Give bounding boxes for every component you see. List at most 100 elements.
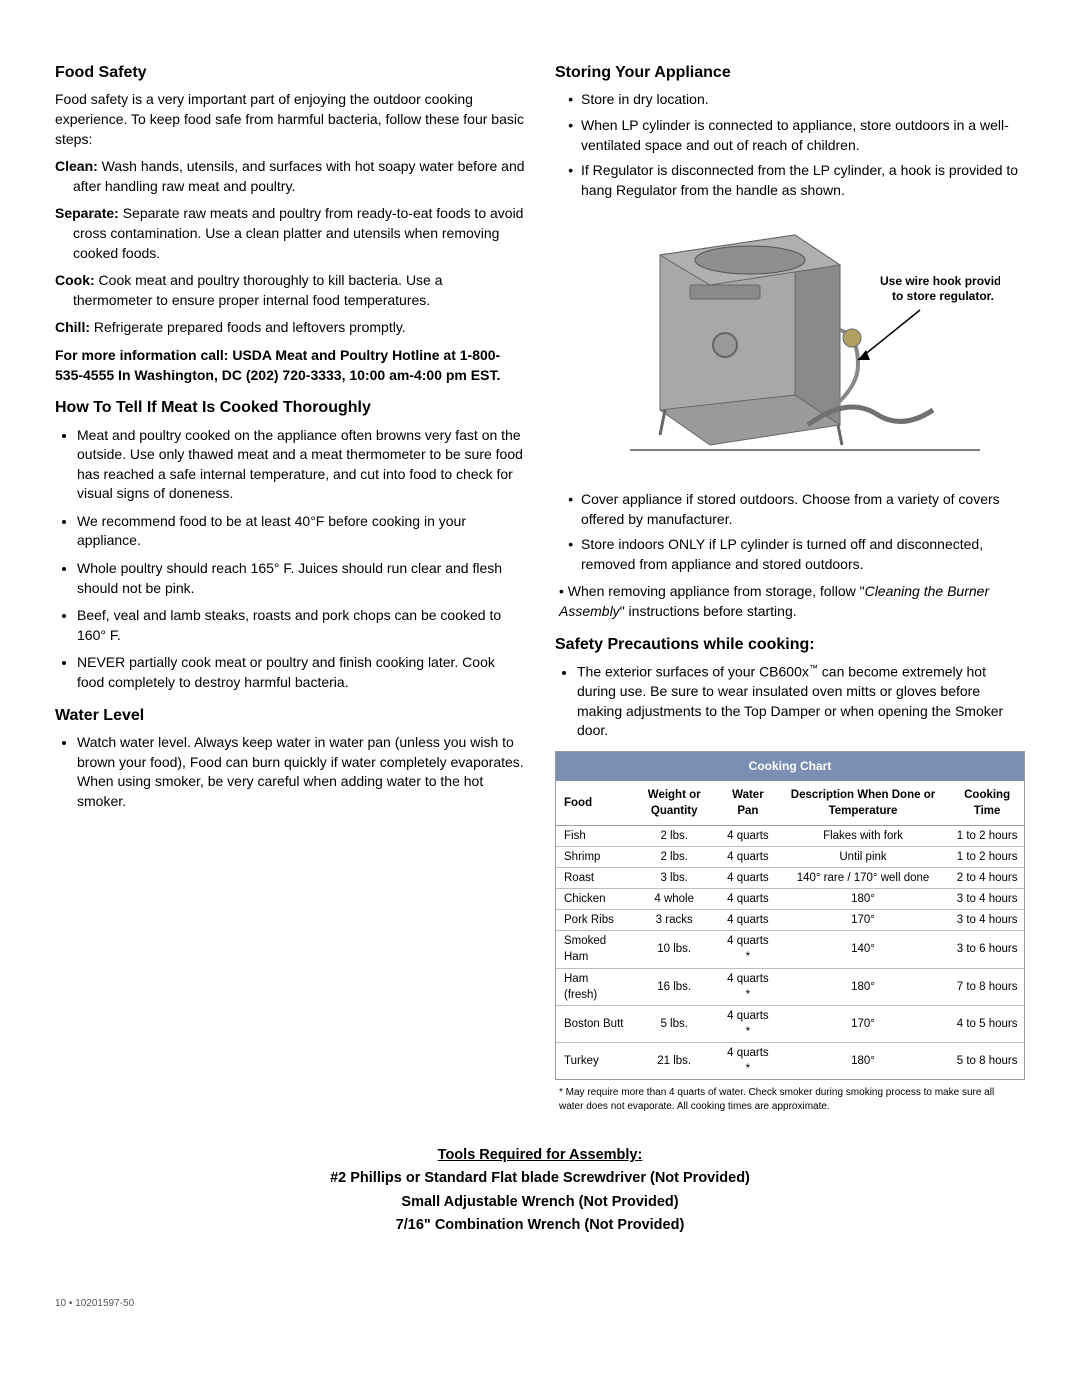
- table-cell: 3 lbs.: [628, 868, 720, 889]
- doc-number: 10201597-50: [75, 1298, 134, 1309]
- step-cook: Cook: Cook meat and poultry thoroughly t…: [55, 271, 525, 310]
- cooking-chart-footnote: * May require more than 4 quarts of wate…: [555, 1086, 1025, 1114]
- table-row: Pork Ribs3 racks4 quarts170°3 to 4 hours: [556, 910, 1024, 931]
- table-cell: 5 lbs.: [628, 1005, 720, 1042]
- table-cell: 7 to 8 hours: [950, 968, 1024, 1005]
- table-cell: 4 quarts *: [720, 1005, 776, 1042]
- table-row: Turkey21 lbs.4 quarts *180°5 to 8 hours: [556, 1042, 1024, 1079]
- tools-required: Tools Required for Assembly: #2 Phillips…: [55, 1144, 1025, 1237]
- table-cell: 16 lbs.: [628, 968, 720, 1005]
- table-cell: Fish: [556, 825, 628, 846]
- table-cell: Turkey: [556, 1042, 628, 1079]
- table-cell: 4 quarts: [720, 868, 776, 889]
- table-cell: Smoked Ham: [556, 931, 628, 968]
- table-cell: 4 whole: [628, 889, 720, 910]
- storing-item: Store in dry location.: [577, 90, 1025, 110]
- table-cell: Pork Ribs: [556, 910, 628, 931]
- table-cell: Boston Butt: [556, 1005, 628, 1042]
- storing-item-prefix: When removing appliance from storage, fo…: [568, 583, 865, 599]
- cooking-chart-table: Food Weight or Quantity Water Pan Descri…: [556, 781, 1024, 1079]
- footer-sep: •: [66, 1298, 75, 1309]
- table-cell: 21 lbs.: [628, 1042, 720, 1079]
- storing-list-2: Cover appliance if stored outdoors. Choo…: [555, 490, 1025, 574]
- table-row: Chicken4 whole4 quarts180°3 to 4 hours: [556, 889, 1024, 910]
- storing-item: When LP cylinder is connected to applian…: [577, 116, 1025, 155]
- col-weight: Weight or Quantity: [628, 781, 720, 826]
- storing-item-suffix: " instructions before starting.: [620, 603, 797, 619]
- safety-precautions-heading: Safety Precautions while cooking:: [555, 634, 1025, 656]
- table-cell: 180°: [776, 968, 950, 1005]
- trademark-icon: ™: [809, 663, 818, 673]
- table-cell: Chicken: [556, 889, 628, 910]
- col-waterpan: Water Pan: [720, 781, 776, 826]
- step-chill-label: Chill:: [55, 319, 90, 335]
- diagram-label-2: to store regulator.: [892, 289, 994, 303]
- how-to-tell-heading: How To Tell If Meat Is Cooked Thoroughly: [55, 397, 525, 419]
- water-level-list: Watch water level. Always keep water in …: [55, 733, 525, 811]
- how-to-tell-item: NEVER partially cook meat or poultry and…: [77, 653, 525, 692]
- table-cell: 2 to 4 hours: [950, 868, 1024, 889]
- table-cell: Roast: [556, 868, 628, 889]
- left-column: Food Safety Food safety is a very import…: [55, 50, 525, 1114]
- table-cell: 140° rare / 170° well done: [776, 868, 950, 889]
- table-cell: 4 quarts *: [720, 931, 776, 968]
- food-safety-heading: Food Safety: [55, 62, 525, 84]
- storing-item: Cover appliance if stored outdoors. Choo…: [577, 490, 1025, 529]
- how-to-tell-item: Meat and poultry cooked on the appliance…: [77, 426, 525, 504]
- table-cell: 4 quarts: [720, 910, 776, 931]
- page-number: 10: [55, 1298, 66, 1309]
- table-cell: Shrimp: [556, 847, 628, 868]
- table-cell: 170°: [776, 910, 950, 931]
- sp-text-1: The exterior surfaces of your CB600x: [577, 664, 809, 680]
- step-separate: Separate: Separate raw meats and poultry…: [55, 204, 525, 263]
- safety-precautions-item: The exterior surfaces of your CB600x™ ca…: [577, 662, 1025, 741]
- tools-heading: Tools Required for Assembly:: [55, 1144, 1025, 1167]
- table-cell: 3 to 6 hours: [950, 931, 1024, 968]
- table-cell: 3 to 4 hours: [950, 889, 1024, 910]
- step-chill: Chill: Refrigerate prepared foods and le…: [55, 318, 525, 338]
- col-food: Food: [556, 781, 628, 826]
- table-cell: 3 to 4 hours: [950, 910, 1024, 931]
- two-column-layout: Food Safety Food safety is a very import…: [55, 50, 1025, 1114]
- page-footer: 10 • 10201597-50: [55, 1297, 1025, 1311]
- table-cell: 140°: [776, 931, 950, 968]
- water-level-item: Watch water level. Always keep water in …: [77, 733, 525, 811]
- table-cell: 4 quarts: [720, 825, 776, 846]
- table-cell: Ham (fresh): [556, 968, 628, 1005]
- tools-line: 7/16" Combination Wrench (Not Provided): [55, 1214, 1025, 1237]
- table-cell: 5 to 8 hours: [950, 1042, 1024, 1079]
- step-cook-text: Cook meat and poultry thoroughly to kill…: [73, 272, 443, 308]
- col-desc: Description When Done or Temperature: [776, 781, 950, 826]
- table-cell: 1 to 2 hours: [950, 847, 1024, 868]
- table-cell: 4 to 5 hours: [950, 1005, 1024, 1042]
- table-cell: 4 quarts: [720, 847, 776, 868]
- table-cell: Flakes with fork: [776, 825, 950, 846]
- right-column: Storing Your Appliance Store in dry loca…: [555, 50, 1025, 1114]
- table-row: Smoked Ham10 lbs.4 quarts *140°3 to 6 ho…: [556, 931, 1024, 968]
- how-to-tell-item: We recommend food to be at least 40°F be…: [77, 512, 525, 551]
- table-row: Shrimp2 lbs.4 quartsUntil pink1 to 2 hou…: [556, 847, 1024, 868]
- step-clean-text: Wash hands, utensils, and surfaces with …: [73, 158, 525, 194]
- cooking-chart-body: Fish2 lbs.4 quartsFlakes with fork1 to 2…: [556, 825, 1024, 1079]
- bullet-icon: •: [559, 583, 568, 599]
- table-row: Fish2 lbs.4 quartsFlakes with fork1 to 2…: [556, 825, 1024, 846]
- storing-item-cleaning: • When removing appliance from storage, …: [555, 582, 1025, 621]
- col-time: Cooking Time: [950, 781, 1024, 826]
- storing-list-1: Store in dry location. When LP cylinder …: [555, 90, 1025, 200]
- table-cell: Until pink: [776, 847, 950, 868]
- how-to-tell-list: Meat and poultry cooked on the appliance…: [55, 426, 525, 693]
- safety-precautions-list: The exterior surfaces of your CB600x™ ca…: [555, 662, 1025, 741]
- table-cell: 4 quarts *: [720, 968, 776, 1005]
- table-row: Ham (fresh)16 lbs.4 quarts *180°7 to 8 h…: [556, 968, 1024, 1005]
- food-safety-intro: Food safety is a very important part of …: [55, 90, 525, 149]
- table-row: Roast3 lbs.4 quarts140° rare / 170° well…: [556, 868, 1024, 889]
- table-cell: 4 quarts *: [720, 1042, 776, 1079]
- table-row: Boston Butt5 lbs.4 quarts *170°4 to 5 ho…: [556, 1005, 1024, 1042]
- tools-line: #2 Phillips or Standard Flat blade Screw…: [55, 1167, 1025, 1190]
- water-level-heading: Water Level: [55, 705, 525, 727]
- step-chill-text: Refrigerate prepared foods and leftovers…: [90, 319, 406, 335]
- step-separate-text: Separate raw meats and poultry from read…: [73, 205, 523, 260]
- table-header-row: Food Weight or Quantity Water Pan Descri…: [556, 781, 1024, 826]
- table-cell: 10 lbs.: [628, 931, 720, 968]
- table-cell: 2 lbs.: [628, 847, 720, 868]
